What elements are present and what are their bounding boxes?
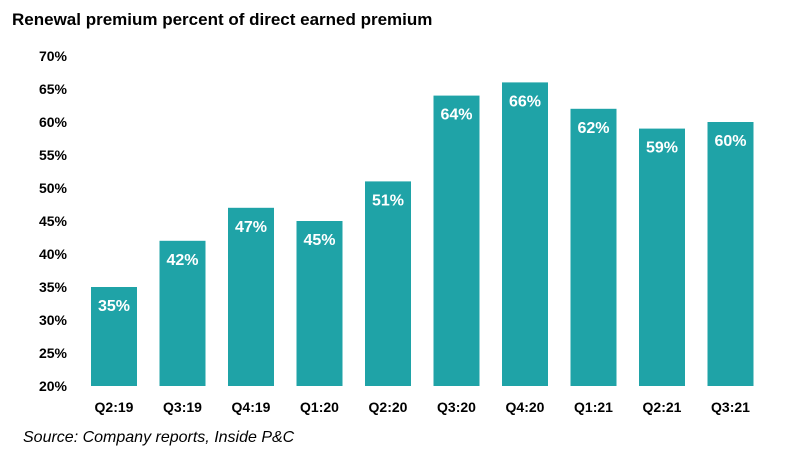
bar-value-label: 64% (440, 107, 472, 124)
y-tick-label: 20% (39, 378, 68, 394)
bar-value-label: 35% (98, 298, 130, 315)
bar (433, 95, 480, 386)
y-tick-label: 50% (39, 180, 68, 196)
bar (502, 82, 548, 387)
x-tick-label: Q2:21 (643, 399, 682, 415)
bar (159, 240, 206, 386)
y-tick-label: 40% (39, 246, 68, 262)
x-tick-label: Q2:20 (369, 399, 408, 415)
chart-title: Renewal premium percent of direct earned… (12, 10, 433, 29)
x-tick-label: Q3:21 (711, 399, 750, 415)
x-tick-label: Q1:20 (300, 399, 339, 415)
x-tick-label: Q4:20 (506, 399, 545, 415)
y-tick-label: 25% (39, 345, 68, 361)
y-tick-label: 65% (39, 81, 68, 97)
y-tick-label: 70% (39, 48, 68, 64)
bars (91, 82, 754, 387)
bar (296, 221, 343, 386)
chart-source: Source: Company reports, Inside P&C (23, 429, 295, 446)
y-tick-label: 35% (39, 279, 68, 295)
bar-value-label: 51% (372, 192, 404, 209)
x-tick-label: Q3:20 (437, 399, 476, 415)
y-tick-label: 60% (39, 114, 68, 130)
bar (570, 108, 617, 387)
bar (365, 181, 411, 386)
bar (228, 207, 274, 386)
y-tick-label: 55% (39, 147, 68, 163)
x-tick-label: Q3:19 (163, 399, 202, 415)
bar (639, 128, 685, 386)
bar-value-label: 47% (235, 219, 267, 236)
x-tick-label: Q1:21 (574, 399, 613, 415)
bar-value-label: 60% (714, 133, 746, 150)
bar-value-label: 62% (577, 120, 609, 137)
data-labels: 35% 42% 47% 45% 51% 64% 66% 62% 59% 60% (98, 93, 747, 315)
x-tick-label: Q4:19 (232, 399, 271, 415)
bar-value-label: 42% (166, 252, 198, 269)
bar (91, 287, 137, 386)
y-axis: 20% 25% 30% 35% 40% 45% 50% 55% 60% 65% 70% (39, 48, 68, 394)
bar-value-label: 45% (303, 232, 335, 249)
bar-value-label: 59% (646, 140, 678, 157)
x-tick-label: Q2:19 (95, 399, 134, 415)
y-tick-label: 30% (39, 312, 68, 328)
bar (707, 122, 754, 386)
x-axis: Q2:19 Q3:19 Q4:19 Q1:20 Q2:20 Q3:20 Q4:20 Q1:21… (95, 399, 751, 415)
y-tick-label: 45% (39, 213, 68, 229)
bar-value-label: 66% (509, 93, 541, 110)
